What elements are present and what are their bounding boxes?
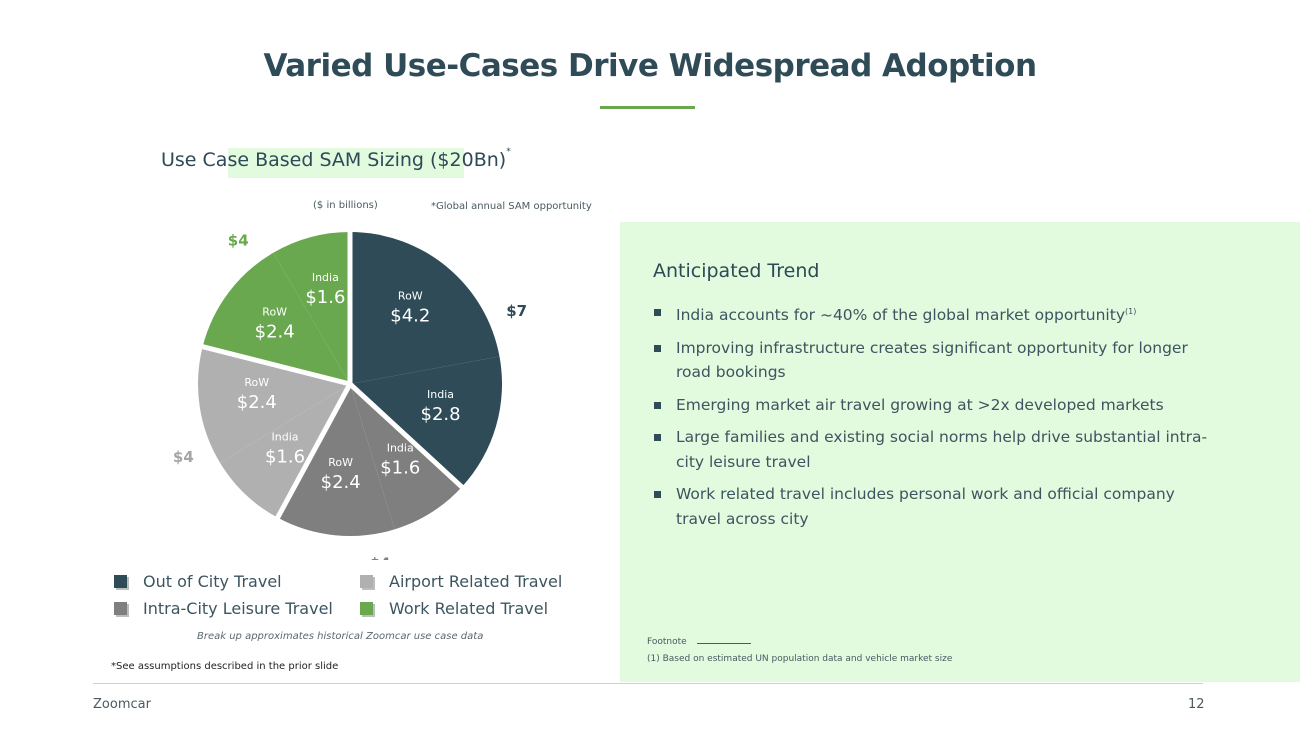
chart-heading-highlight: [228, 148, 464, 178]
legend-swatch-icon: [360, 602, 373, 615]
footnote-ref: (1): [1125, 307, 1137, 316]
legend-item: Work Related Travel: [360, 599, 548, 618]
chart-title-asterisk: *: [506, 147, 511, 157]
global-note: *Global annual SAM opportunity: [431, 201, 592, 212]
pie-slice: [277, 384, 395, 536]
slice-value-label: $2.8: [421, 404, 461, 425]
assumptions-note: *See assumptions described in the prior …: [111, 661, 339, 672]
pie-slice: [220, 384, 350, 518]
trend-panel: [620, 222, 1300, 682]
slice-region-label: India: [272, 430, 299, 443]
trend-item-text: Improving infrastructure creates signifi…: [676, 338, 1188, 382]
footnote-divider: [697, 643, 751, 644]
legend-swatch-icon: [114, 575, 127, 588]
trend-item-text: Large families and existing social norms…: [676, 428, 1208, 471]
slice-region-label: RoW: [262, 305, 287, 318]
category-total-label: $4: [228, 231, 249, 249]
chart-title: Use Case Based SAM Sizing ($20Bn)*: [161, 147, 511, 171]
units-note: ($ in billions): [313, 200, 378, 211]
legend-label: Out of City Travel: [143, 572, 282, 591]
slice-separator: [274, 382, 353, 521]
slice-separator: [348, 382, 465, 491]
trend-item: Improving infrastructure creates signifi…: [652, 336, 1212, 385]
trend-title: Anticipated Trend: [653, 260, 820, 282]
trend-item: Emerging market air travel growing at >2…: [652, 393, 1212, 418]
legend-item: Out of City Travel: [114, 572, 282, 591]
trend-list: India accounts for ~40% of the global ma…: [652, 300, 1212, 539]
slice-value-label: $2.4: [321, 472, 361, 493]
chart-title-text: Use Case Based SAM Sizing ($20Bn): [161, 149, 507, 171]
legend-item: Intra-City Leisure Travel: [114, 599, 333, 618]
slice-value-label: $1.6: [380, 458, 420, 479]
breakup-note: Break up approximates historical Zoomcar…: [197, 631, 484, 642]
slice-region-label: RoW: [398, 290, 423, 303]
bullet-icon: [654, 309, 661, 316]
pie-slice: [350, 384, 462, 530]
legend-label: Work Related Travel: [389, 599, 549, 618]
category-total-label: $7: [506, 302, 527, 320]
slice-value-label: $2.4: [237, 392, 277, 413]
category-total-label: $4: [173, 448, 194, 466]
footer-brand: Zoomcar: [93, 697, 151, 712]
pie-slice: [350, 232, 500, 384]
category-total-label: $4: [370, 555, 391, 560]
trend-item: India accounts for ~40% of the global ma…: [652, 300, 1212, 328]
slice-separator: [200, 343, 351, 387]
legend-swatch-icon: [114, 602, 127, 615]
pie-slice: [273, 232, 350, 384]
pie-slice: [350, 356, 502, 487]
footnote-text: (1) Based on estimated UN population dat…: [647, 654, 953, 664]
legend-swatch-icon: [360, 575, 373, 588]
slide-title: Varied Use-Cases Drive Widespread Adopti…: [263, 48, 1037, 84]
slice-value-label: $2.4: [255, 321, 295, 342]
bullet-icon: [654, 401, 661, 409]
pie-chart: RoW $4.2 India $2.8 India $1.6 RoW $2.4 India $1.…: [173, 230, 527, 560]
legend-label: Intra-City Leisure Travel: [143, 599, 333, 618]
slice-value-label: $1.6: [265, 446, 305, 467]
bullet-icon: [654, 491, 661, 499]
page-number: 12: [1188, 697, 1205, 712]
slice-region-label: India: [427, 388, 454, 401]
bullet-icon: [654, 434, 661, 442]
slice-region-label: India: [312, 271, 339, 284]
bullet-icon: [654, 344, 661, 352]
trend-item: Large families and existing social norms…: [652, 425, 1212, 474]
slice-value-label: $1.6: [305, 287, 345, 308]
slice-region-label: RoW: [328, 456, 353, 469]
footnote-label: Footnote: [647, 637, 687, 647]
footer-divider: [93, 683, 1203, 684]
legend-item: Airport Related Travel: [360, 572, 562, 591]
pie-slice: [202, 252, 350, 384]
slice-region-label: India: [387, 442, 414, 455]
trend-item-text: Work related travel includes personal wo…: [676, 485, 1175, 528]
trend-item-text: India accounts for ~40% of the global ma…: [676, 306, 1125, 325]
slice-region-label: RoW: [244, 376, 269, 389]
slice-value-label: $4.2: [390, 306, 430, 327]
trend-item: Work related travel includes personal wo…: [652, 482, 1212, 531]
trend-item-text: Emerging market air travel growing at >2…: [676, 395, 1164, 414]
title-underline: [600, 106, 695, 109]
legend-label: Airport Related Travel: [389, 572, 563, 591]
